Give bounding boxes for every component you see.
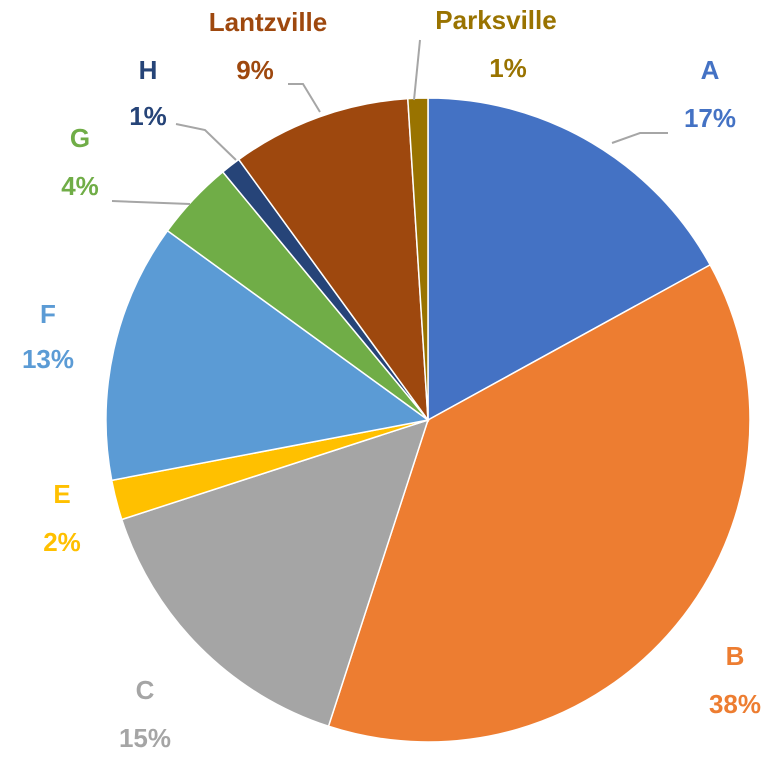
category-label: B bbox=[726, 641, 745, 671]
slice bbox=[406, 97, 429, 421]
slices bbox=[105, 97, 751, 743]
slice bbox=[105, 229, 430, 482]
category-label: E bbox=[53, 479, 70, 509]
category-label: A bbox=[701, 55, 720, 85]
value-label: 2% bbox=[43, 527, 81, 557]
slice bbox=[327, 263, 751, 743]
value-label: 17% bbox=[684, 103, 736, 133]
value-label: 15% bbox=[119, 723, 171, 753]
value-label: 4% bbox=[61, 171, 99, 201]
leader-line bbox=[611, 132, 668, 144]
slice bbox=[237, 97, 429, 423]
value-label: 1% bbox=[489, 53, 527, 83]
category-label: Parksville bbox=[435, 5, 556, 35]
category-label: Lantzville bbox=[209, 7, 327, 37]
leader-lines bbox=[111, 39, 668, 205]
category-label: C bbox=[136, 675, 155, 705]
category-label: G bbox=[70, 123, 90, 153]
value-label: 9% bbox=[236, 55, 274, 85]
leader-line bbox=[111, 200, 191, 205]
leader-line bbox=[175, 123, 237, 161]
category-label: F bbox=[40, 299, 56, 329]
value-label: 1% bbox=[129, 101, 167, 131]
leader-line bbox=[288, 83, 321, 113]
leader-line bbox=[413, 39, 421, 101]
value-label: 38% bbox=[709, 689, 761, 719]
category-label: H bbox=[139, 55, 158, 85]
value-label: 13% bbox=[22, 344, 74, 374]
slice bbox=[427, 97, 712, 422]
slice bbox=[120, 418, 430, 728]
